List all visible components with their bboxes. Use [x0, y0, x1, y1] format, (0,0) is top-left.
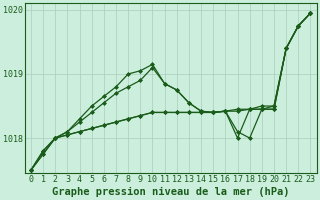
X-axis label: Graphe pression niveau de la mer (hPa): Graphe pression niveau de la mer (hPa): [52, 186, 290, 197]
